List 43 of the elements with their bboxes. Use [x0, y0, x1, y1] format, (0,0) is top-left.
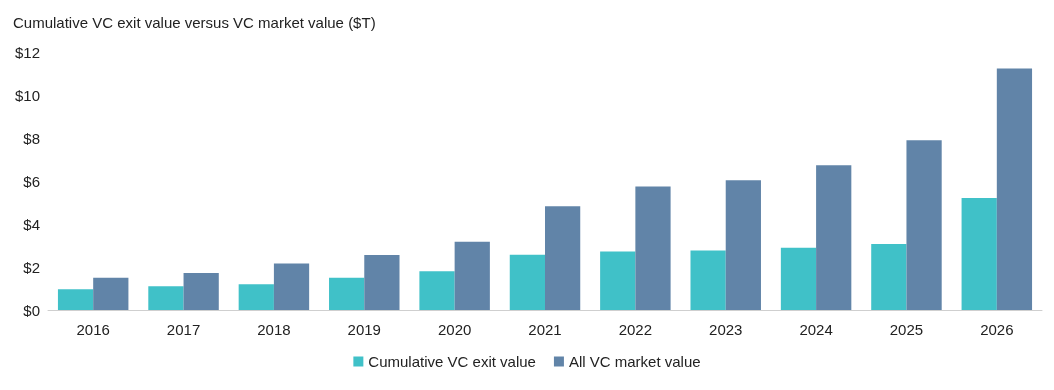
bar	[871, 244, 907, 310]
y-tick-label: $8	[23, 129, 40, 147]
bar	[996, 68, 1033, 310]
x-tick-label: 2019	[347, 321, 381, 338]
y-tick-label: $2	[23, 258, 40, 276]
bar	[329, 277, 365, 310]
chart-title: Cumulative VC exit value versus VC market value ($T)	[13, 14, 376, 31]
x-tick-label: 2026	[980, 321, 1014, 338]
y-tick-label: $4	[23, 215, 40, 233]
y-tick-label: $0	[23, 301, 40, 319]
bar	[780, 247, 817, 310]
bar	[148, 286, 184, 310]
x-tick-label: 2023	[709, 321, 743, 338]
x-tick-label: 2021	[528, 321, 562, 338]
bar	[509, 254, 545, 310]
bar	[635, 186, 671, 310]
bar	[725, 180, 761, 310]
x-tick-label: 2024	[799, 321, 833, 338]
bar	[690, 250, 726, 310]
bar	[454, 241, 490, 310]
bar	[364, 254, 400, 310]
bar	[419, 271, 455, 310]
x-tick-label: 2016	[76, 321, 110, 338]
bar	[545, 206, 581, 310]
x-tick-label: 2018	[257, 321, 291, 338]
y-tick-label: $6	[23, 172, 40, 190]
x-tick-label: 2025	[889, 321, 924, 338]
legend-label: All VC market value	[568, 353, 701, 370]
y-tick-label: $10	[14, 86, 40, 104]
bar	[57, 289, 94, 310]
y-tick-label: $12	[14, 43, 40, 61]
bar	[183, 273, 219, 310]
x-tick-label: 2022	[618, 321, 653, 338]
bar	[816, 165, 852, 310]
bar	[906, 140, 942, 310]
x-tick-label: 2020	[437, 321, 472, 338]
bar	[273, 263, 310, 310]
legend-label: Cumulative VC exit value	[368, 353, 536, 370]
bar	[961, 197, 997, 310]
bar	[238, 284, 274, 310]
bar	[93, 277, 129, 310]
x-tick-label: 2017	[166, 321, 201, 338]
bar	[600, 251, 636, 310]
